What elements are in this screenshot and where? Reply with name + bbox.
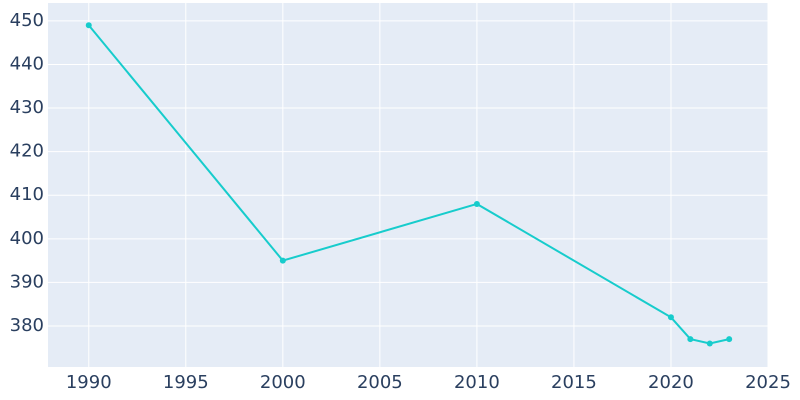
y-tick-label: 410: [10, 184, 44, 205]
point: [85, 22, 92, 29]
point: [706, 340, 713, 347]
x-tick-label: 2005: [357, 372, 403, 393]
y-tick-label: 440: [10, 53, 44, 74]
point: [279, 257, 286, 264]
x-tick-label: 2015: [551, 372, 597, 393]
plot-area: [48, 3, 768, 367]
point: [726, 336, 733, 343]
y-tick-label: 420: [10, 141, 44, 162]
y-tick-label: 380: [10, 315, 44, 336]
x-tick-label: 2010: [454, 372, 500, 393]
x-tick-label: 1990: [66, 372, 112, 393]
x-tick-label: 2020: [648, 372, 694, 393]
y-tick-label: 390: [10, 271, 44, 292]
point: [687, 336, 694, 343]
y-tick-label: 430: [10, 97, 44, 118]
point: [667, 314, 674, 321]
y-tick-label: 400: [10, 228, 44, 249]
point: [473, 200, 480, 207]
x-tick-label: 2025: [745, 372, 791, 393]
x-tick-label: 1995: [163, 372, 209, 393]
y-tick-label: 450: [10, 10, 44, 31]
x-tick-label: 2000: [260, 372, 306, 393]
